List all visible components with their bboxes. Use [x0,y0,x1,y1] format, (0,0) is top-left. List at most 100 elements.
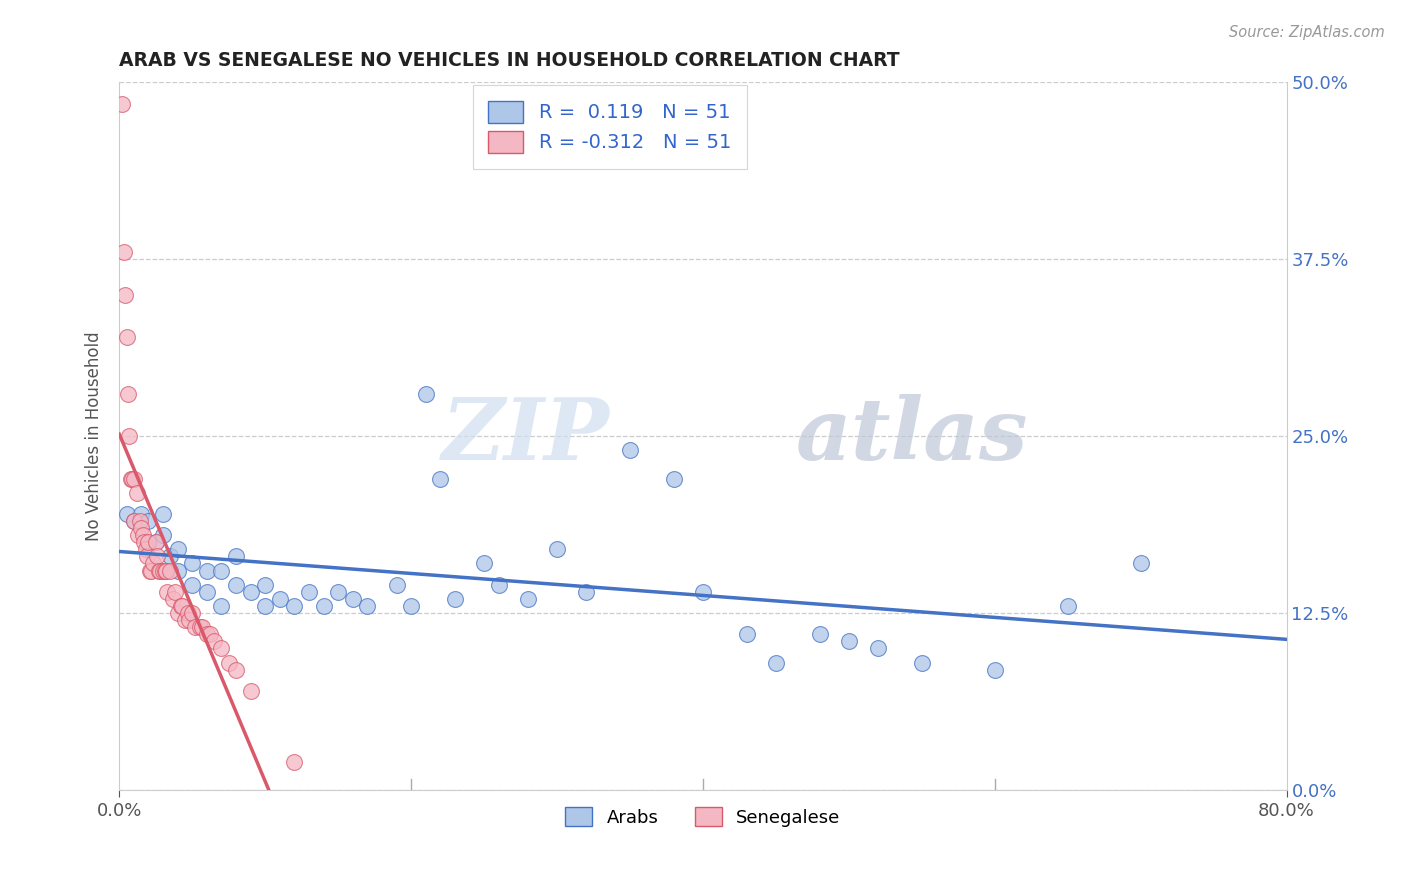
Point [283,755,305,769]
Point [128,514,150,528]
Point [166,542,188,557]
Point [765,656,787,670]
Point [209,599,232,613]
Point [1129,557,1152,571]
Point [328,584,350,599]
Point [283,599,305,613]
Point [135,542,157,557]
Point [138,535,160,549]
Point [136,549,159,564]
Text: Source: ZipAtlas.com: Source: ZipAtlas.com [1229,25,1385,40]
Point [179,613,201,627]
Point [177,606,200,620]
Point [129,521,152,535]
Point [225,663,247,677]
Point [356,599,378,613]
Point [115,330,138,344]
Point [122,514,145,528]
Text: ARAB VS SENEGALESE NO VEHICLES IN HOUSEHOLD CORRELATION CHART: ARAB VS SENEGALESE NO VEHICLES IN HOUSEH… [120,51,900,70]
Point [198,627,221,641]
Point [342,591,364,606]
Point [239,584,262,599]
Point [120,472,142,486]
Point [575,584,598,599]
Point [138,514,160,528]
Point [692,584,714,599]
Point [298,584,321,599]
Point [152,528,174,542]
Point [112,245,135,260]
Point [399,599,422,613]
Point [225,578,247,592]
Point [735,627,758,641]
Point [429,472,451,486]
Point [122,472,145,486]
Point [181,578,204,592]
Point [162,591,184,606]
Point [225,549,247,564]
Point [149,564,172,578]
Point [808,627,831,641]
Point [125,485,148,500]
Point [838,634,860,648]
Point [118,429,141,443]
Point [146,549,169,564]
Point [159,564,181,578]
Point [155,564,177,578]
Point [129,507,152,521]
Point [191,620,214,634]
Point [152,564,174,578]
Point [209,564,232,578]
Point [156,584,179,599]
Point [619,443,641,458]
Point [984,663,1007,677]
Point [170,599,193,613]
Point [444,591,467,606]
Point [145,535,167,549]
Point [138,535,160,549]
Text: ZIP: ZIP [441,394,610,478]
Point [117,386,139,401]
Point [121,472,143,486]
Point [142,557,165,571]
Point [195,627,218,641]
Point [209,641,232,656]
Point [254,578,277,592]
Point [132,535,155,549]
Point [546,542,568,557]
Point [188,620,211,634]
Point [169,599,191,613]
Legend: Arabs, Senegalese: Arabs, Senegalese [558,800,848,834]
Point [184,620,207,634]
Point [239,684,262,698]
Point [152,507,174,521]
Point [111,96,134,111]
Point [159,549,181,564]
Text: atlas: atlas [796,394,1029,478]
Point [131,528,153,542]
Point [181,557,204,571]
Point [163,584,186,599]
Point [472,557,495,571]
Point [195,564,218,578]
Point [153,564,176,578]
Point [127,528,149,542]
Point [141,564,163,578]
Point [139,564,162,578]
Point [312,599,335,613]
Point [269,591,291,606]
Point [115,507,138,521]
Point [911,656,934,670]
Point [415,386,437,401]
Point [254,599,277,613]
Point [174,613,197,627]
Point [122,514,145,528]
Point [166,606,188,620]
Point [195,584,218,599]
Point [218,656,240,670]
Point [145,535,167,549]
Point [202,634,225,648]
Point [1056,599,1078,613]
Point [166,564,188,578]
Point [385,578,408,592]
